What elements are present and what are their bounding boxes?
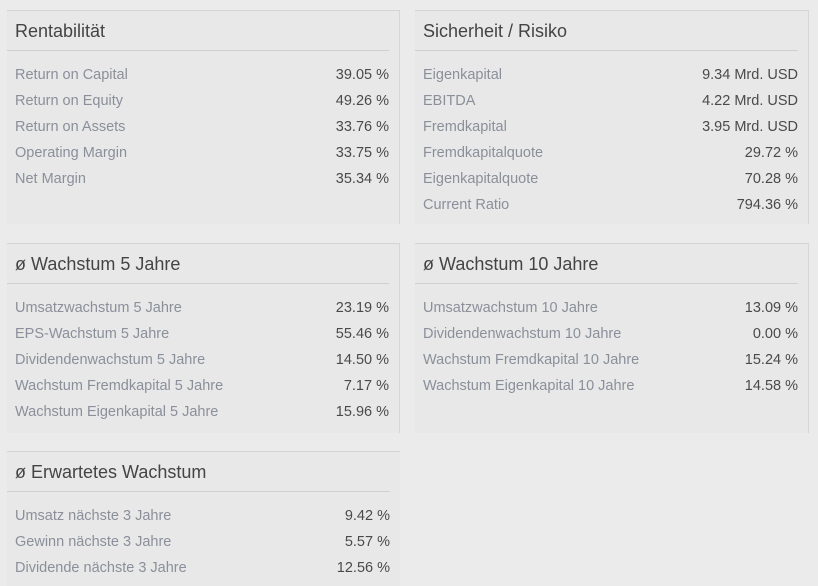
metric-row: Return on Capital 39.05 % bbox=[7, 62, 399, 88]
metric-label: Umsatzwachstum 10 Jahre bbox=[423, 300, 598, 316]
card-rentabilitaet: Rentabilität Return on Capital 39.05 % Re… bbox=[7, 10, 400, 224]
metric-value: 5.57 % bbox=[344, 534, 390, 550]
metric-row: Wachstum Eigenkapital 5 Jahre 15.96 % bbox=[7, 399, 399, 425]
metric-label: EPS-Wachstum 5 Jahre bbox=[15, 326, 170, 342]
metrics-list: Umsatzwachstum 5 Jahre 23.19 % EPS-Wachst… bbox=[7, 284, 399, 425]
metric-value: 35.34 % bbox=[335, 171, 389, 187]
card-wachstum-10-jahre: ø Wachstum 10 Jahre Umsatzwachstum 10 Ja… bbox=[415, 243, 809, 433]
metric-label: Return on Assets bbox=[15, 119, 126, 135]
metric-label: Dividende nächste 3 Jahre bbox=[15, 560, 187, 576]
metric-value: 15.96 % bbox=[335, 404, 389, 420]
metric-row: Dividendenwachstum 10 Jahre 0.00 % bbox=[415, 321, 808, 347]
metric-value: 9.34 Mrd. USD bbox=[702, 67, 798, 83]
card-title: ø Wachstum 10 Jahre bbox=[415, 244, 798, 284]
metrics-list: Eigenkapital 9.34 Mrd. USD EBITDA 4.22 Mrd… bbox=[415, 51, 808, 218]
metric-row: Eigenkapital 9.34 Mrd. USD bbox=[415, 62, 808, 88]
metric-value: 33.76 % bbox=[335, 119, 389, 135]
metric-label: EBITDA bbox=[423, 93, 476, 109]
metric-row: Return on Assets 33.76 % bbox=[7, 114, 399, 140]
metric-label: Eigenkapitalquote bbox=[423, 171, 539, 187]
metric-row: Dividende nächste 3 Jahre 12.56 % bbox=[7, 555, 400, 581]
metric-value: 55.46 % bbox=[335, 326, 389, 342]
metric-label: Wachstum Eigenkapital 5 Jahre bbox=[15, 404, 219, 420]
metric-value: 14.58 % bbox=[744, 378, 798, 394]
metric-label: Wachstum Fremdkapital 5 Jahre bbox=[15, 378, 224, 394]
metric-label: Return on Capital bbox=[15, 67, 128, 83]
metrics-list: Umsatzwachstum 10 Jahre 13.09 % Dividende… bbox=[415, 284, 808, 399]
metric-row: Umsatzwachstum 10 Jahre 13.09 % bbox=[415, 295, 808, 321]
metric-row: Umsatzwachstum 5 Jahre 23.19 % bbox=[7, 295, 399, 321]
card-title: Rentabilität bbox=[7, 11, 389, 51]
metric-value: 0.00 % bbox=[752, 326, 798, 342]
metric-label: Return on Equity bbox=[15, 93, 124, 109]
metric-label: Current Ratio bbox=[423, 197, 510, 213]
metric-row: Wachstum Eigenkapital 10 Jahre 14.58 % bbox=[415, 373, 808, 399]
card-sicherheit-risiko: Sicherheit / Risiko Eigenkapital 9.34 Mrd… bbox=[415, 10, 809, 224]
metric-row: EPS-Wachstum 5 Jahre 55.46 % bbox=[7, 321, 399, 347]
metric-row: Gewinn nächste 3 Jahre 5.57 % bbox=[7, 529, 400, 555]
metric-value: 12.56 % bbox=[336, 560, 390, 576]
metric-value: 15.24 % bbox=[744, 352, 798, 368]
metric-row: Umsatz nächste 3 Jahre 9.42 % bbox=[7, 503, 400, 529]
metric-value: 49.26 % bbox=[335, 93, 389, 109]
metric-value: 39.05 % bbox=[335, 67, 389, 83]
metric-value: 70.28 % bbox=[744, 171, 798, 187]
card-title: ø Erwartetes Wachstum bbox=[7, 452, 390, 492]
metric-label: Dividendenwachstum 5 Jahre bbox=[15, 352, 206, 368]
metric-row: Fremdkapitalquote 29.72 % bbox=[415, 140, 808, 166]
metric-label: Net Margin bbox=[15, 171, 86, 187]
metric-label: Eigenkapital bbox=[423, 67, 502, 83]
card-erwartetes-wachstum: ø Erwartetes Wachstum Umsatz nächste 3 J… bbox=[7, 451, 400, 586]
card-title: Sicherheit / Risiko bbox=[415, 11, 798, 51]
metric-label: Wachstum Fremdkapital 10 Jahre bbox=[423, 352, 640, 368]
metric-value: 33.75 % bbox=[335, 145, 389, 161]
metric-label: Operating Margin bbox=[15, 145, 128, 161]
metric-label: Dividendenwachstum 10 Jahre bbox=[423, 326, 622, 342]
metric-label: Umsatz nächste 3 Jahre bbox=[15, 508, 172, 524]
card-wachstum-5-jahre: ø Wachstum 5 Jahre Umsatzwachstum 5 Jahr… bbox=[7, 243, 400, 433]
metric-value: 7.17 % bbox=[343, 378, 389, 394]
metric-value: 14.50 % bbox=[335, 352, 389, 368]
metric-row: Wachstum Fremdkapital 10 Jahre 15.24 % bbox=[415, 347, 808, 373]
metric-value: 23.19 % bbox=[335, 300, 389, 316]
metric-value: 4.22 Mrd. USD bbox=[702, 93, 798, 109]
metric-row: Operating Margin 33.75 % bbox=[7, 140, 399, 166]
metric-label: Fremdkapitalquote bbox=[423, 145, 544, 161]
metric-row: EBITDA 4.22 Mrd. USD bbox=[415, 88, 808, 114]
card-title: ø Wachstum 5 Jahre bbox=[7, 244, 389, 284]
metric-label: Wachstum Eigenkapital 10 Jahre bbox=[423, 378, 635, 394]
metric-label: Fremdkapital bbox=[423, 119, 507, 135]
metric-row: Current Ratio 794.36 % bbox=[415, 192, 808, 218]
metric-value: 13.09 % bbox=[744, 300, 798, 316]
metric-row: Eigenkapitalquote 70.28 % bbox=[415, 166, 808, 192]
metric-row: Fremdkapital 3.95 Mrd. USD bbox=[415, 114, 808, 140]
metric-label: Gewinn nächste 3 Jahre bbox=[15, 534, 172, 550]
metric-row: Return on Equity 49.26 % bbox=[7, 88, 399, 114]
metric-row: Net Margin 35.34 % bbox=[7, 166, 399, 192]
metric-label: Umsatzwachstum 5 Jahre bbox=[15, 300, 182, 316]
metric-value: 794.36 % bbox=[736, 197, 798, 213]
metric-row: Dividendenwachstum 5 Jahre 14.50 % bbox=[7, 347, 399, 373]
metric-value: 9.42 % bbox=[344, 508, 390, 524]
metric-value: 3.95 Mrd. USD bbox=[702, 119, 798, 135]
metric-value: 29.72 % bbox=[744, 145, 798, 161]
metrics-list: Return on Capital 39.05 % Return on Equit… bbox=[7, 51, 399, 192]
metrics-list: Umsatz nächste 3 Jahre 9.42 % Gewinn näch… bbox=[7, 492, 400, 581]
metric-row: Wachstum Fremdkapital 5 Jahre 7.17 % bbox=[7, 373, 399, 399]
